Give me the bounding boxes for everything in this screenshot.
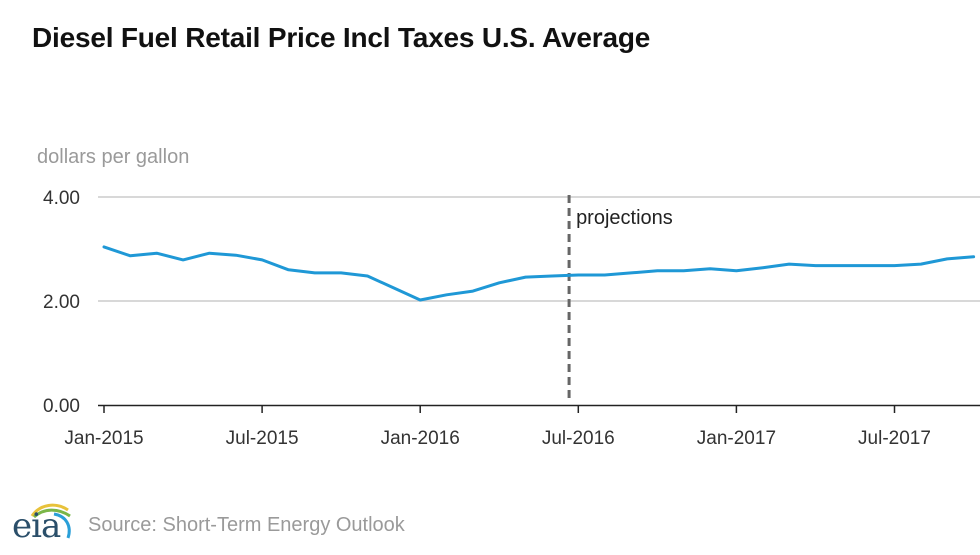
series-layer — [104, 247, 974, 300]
x-tick-label: Jul-2015 — [226, 428, 299, 449]
x-tick-label: Jul-2016 — [542, 428, 615, 449]
source-note: Source: Short-Term Energy Outlook — [88, 514, 405, 537]
y-tick-label: 0.00 — [43, 396, 80, 417]
projection-marker: projections — [569, 195, 673, 403]
x-tick-label: Jan-2017 — [697, 428, 776, 449]
y-tick-label: 4.00 — [43, 188, 80, 209]
line-chart: 0.00 2.00 4.00 Jan-2015 Jul-2015 Jan-2016 Jul… — [0, 0, 980, 470]
x-tick-label: Jan-2015 — [64, 428, 143, 449]
y-axis-ticks: 0.00 2.00 4.00 — [43, 188, 80, 417]
x-tick-label: Jan-2016 — [381, 428, 460, 449]
projections-label: projections — [576, 207, 673, 229]
y-tick-label: 2.00 — [43, 292, 80, 313]
x-tick-label: Jul-2017 — [858, 428, 931, 449]
series-line-diesel-price — [104, 247, 974, 300]
gridlines — [98, 197, 980, 301]
eia-logo-text: eia — [12, 506, 60, 546]
footer: eia Source: Short-Term Energy Outlook — [10, 500, 510, 550]
x-axis: Jan-2015 Jul-2015 Jan-2016 Jul-2016 Jan-2017… — [64, 405, 980, 449]
eia-logo-icon: eia — [10, 500, 76, 550]
